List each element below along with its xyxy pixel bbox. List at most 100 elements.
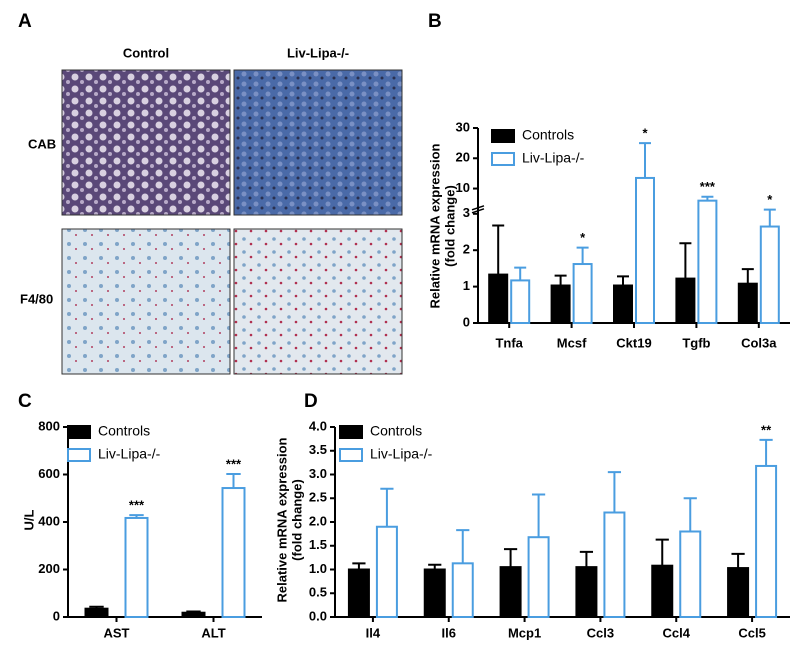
significance-label: *** [700, 179, 716, 194]
panel-label: D [304, 391, 318, 412]
y-axis-label: (fold change) [442, 185, 457, 267]
error-bar [456, 529, 470, 564]
legend-swatch [67, 448, 91, 462]
legend-swatch [339, 425, 363, 439]
y-tick-label: 800 [38, 418, 60, 433]
error-bar [683, 497, 697, 532]
bar [679, 530, 702, 618]
bar [759, 225, 780, 324]
y-tick-label: 0.0 [309, 608, 327, 623]
bar [613, 284, 633, 324]
legend-swatch [67, 425, 91, 439]
bar [603, 511, 626, 618]
histology-image [233, 228, 403, 375]
bar [221, 487, 246, 618]
legend-label: Liv-Lipa-/- [370, 446, 433, 462]
bar [527, 536, 550, 619]
panel-label: C [18, 391, 32, 412]
significance-label: ** [761, 422, 772, 437]
y-tick-label: 2.0 [309, 513, 327, 528]
bar [488, 273, 509, 325]
y-tick-label: 20 [456, 150, 470, 165]
row-label: F4/80 [20, 291, 53, 306]
y-tick-label: 1.5 [309, 537, 327, 552]
legend-swatch [491, 129, 515, 143]
bar [727, 567, 750, 619]
legend-label: Liv-Lipa-/- [98, 446, 161, 462]
y-tick-label: 3.0 [309, 466, 327, 481]
x-tick-label: Tgfb [682, 335, 710, 350]
y-tick-label: 10 [456, 180, 470, 195]
panel-label: B [428, 11, 442, 32]
error-bar [639, 142, 651, 178]
y-tick-label: 0.5 [309, 585, 327, 600]
error-bar [503, 548, 518, 568]
y-axis-label: (fold change) [289, 479, 304, 561]
column-label: Liv-Lipa-/- [287, 45, 349, 60]
y-tick-label: 600 [38, 466, 60, 481]
y-tick-label: 3 [463, 205, 470, 220]
bar [635, 176, 655, 324]
y-tick-label: 400 [38, 513, 60, 528]
bar [124, 516, 149, 619]
error-bar [352, 562, 366, 570]
x-tick-label: ALT [201, 625, 225, 640]
x-tick-label: Tnfa [495, 335, 523, 350]
error-bar [226, 473, 241, 489]
y-tick-label: 4.0 [309, 418, 327, 433]
legend-swatch [491, 152, 515, 166]
x-tick-label: Ckt19 [616, 335, 651, 350]
bar [347, 568, 370, 618]
significance-label: * [580, 230, 586, 245]
significance-label: * [642, 126, 648, 141]
x-tick-label: Ccl5 [738, 625, 765, 640]
error-bar [492, 224, 505, 275]
x-tick-label: Mcsf [557, 335, 587, 350]
x-tick-label: Il4 [366, 625, 381, 640]
y-axis-label: U/L [21, 509, 36, 530]
x-tick-label: Ccl4 [663, 625, 691, 640]
y-tick-label: 3.5 [309, 442, 327, 457]
y-tick-label: 1.0 [309, 561, 327, 576]
bar [451, 562, 474, 619]
error-bar [579, 550, 594, 568]
legend-swatch [339, 448, 363, 462]
error-bar [763, 208, 776, 227]
y-axis-label: Relative mRNA expression [274, 437, 289, 602]
bar [550, 284, 571, 324]
error-bar [679, 242, 692, 279]
error-bar [607, 471, 622, 513]
bar [375, 525, 398, 618]
legend-label: Controls [522, 127, 574, 143]
error-bar [759, 438, 773, 466]
error-bar [741, 268, 754, 284]
error-bar [576, 246, 589, 265]
y-axis-label: Relative mRNA expression [427, 143, 442, 308]
error-bar [617, 275, 629, 286]
error-bar [655, 538, 669, 566]
x-tick-label: AST [104, 625, 130, 640]
panel-label: A [18, 11, 32, 32]
y-tick-label: 30 [456, 119, 470, 134]
bar [651, 564, 674, 619]
bar [675, 277, 696, 325]
bar [499, 566, 522, 618]
bar [181, 611, 206, 618]
bar [737, 282, 758, 324]
y-tick-label: 1 [463, 278, 470, 293]
error-bar [514, 266, 527, 281]
significance-label: * [767, 192, 773, 207]
x-tick-label: Mcp1 [508, 625, 541, 640]
column-label: Control [123, 45, 169, 60]
histology-image [233, 69, 403, 216]
row-label: CAB [28, 136, 56, 151]
y-tick-label: 0 [53, 608, 60, 623]
y-tick-label: 2.5 [309, 490, 327, 505]
bar [84, 607, 109, 618]
error-bar [531, 493, 546, 538]
error-bar [380, 487, 394, 527]
legend-label: Liv-Lipa-/- [522, 150, 585, 166]
legend-label: Controls [98, 423, 150, 439]
y-tick-label: 0 [463, 314, 470, 329]
